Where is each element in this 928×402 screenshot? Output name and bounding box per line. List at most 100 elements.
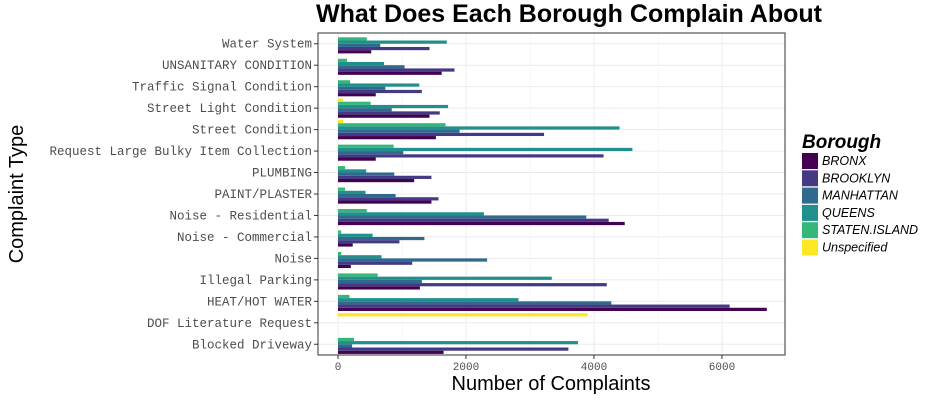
bar <box>338 43 381 47</box>
bar <box>338 341 578 345</box>
bar <box>338 337 354 342</box>
bar <box>338 243 353 247</box>
bar <box>338 347 569 351</box>
bar <box>338 136 436 140</box>
y-axis-title: Complaint Type <box>6 125 28 264</box>
category-label: DOF Literature Request <box>147 317 312 331</box>
category-label: Request Large Bulky Item Collection <box>49 145 312 159</box>
category-label: Traffic Signal Condition <box>132 81 312 95</box>
bar <box>338 144 394 148</box>
legend-swatch <box>802 204 818 221</box>
bar <box>338 89 422 94</box>
category-label: Noise - Commercial <box>177 231 312 245</box>
category-labels: Blocked Driveway DOF Literature Request HE… <box>49 38 318 352</box>
bar <box>338 194 396 198</box>
bar <box>338 294 350 299</box>
bar <box>338 276 552 280</box>
bar <box>338 236 425 241</box>
category-label: Noise - Residential <box>169 209 312 223</box>
legend-label: BROOKLYN <box>822 171 891 185</box>
bar <box>338 50 372 54</box>
legend-label: QUEENS <box>822 206 875 220</box>
category-label: PLUMBING <box>252 167 312 181</box>
bar <box>338 147 633 152</box>
bar <box>338 157 376 161</box>
bar <box>338 129 460 133</box>
bar <box>338 126 620 130</box>
x-tick-label: 6000 <box>709 362 735 374</box>
bar <box>338 251 342 256</box>
bar <box>338 93 376 97</box>
category-label: PAINT/PLASTER <box>214 188 312 202</box>
bar <box>338 209 367 213</box>
category-label: UNSANITARY CONDITION <box>162 59 312 73</box>
legend-swatch <box>802 222 818 239</box>
bar <box>338 279 422 284</box>
bar <box>338 212 484 216</box>
bar <box>338 169 367 173</box>
legend-label: STATEN.ISLAND <box>822 223 918 237</box>
bar <box>338 187 346 191</box>
bar <box>338 304 730 308</box>
chart-title: What Does Each Borough Complain About <box>316 0 823 28</box>
legend-title: Borough <box>802 132 881 153</box>
bar <box>338 255 382 259</box>
x-tick-label: 0 <box>335 362 342 374</box>
bars <box>338 37 767 354</box>
bar <box>338 307 767 311</box>
bar <box>338 313 588 317</box>
bar <box>338 58 347 62</box>
bar <box>338 286 420 290</box>
bar <box>338 111 440 115</box>
bar <box>338 273 378 277</box>
legend-label: MANHATTAN <box>822 189 899 203</box>
bar <box>338 258 488 262</box>
x-tick-labels: 0 2000 4000 6000 <box>335 355 735 374</box>
legend: Borough BRONX BROOKLYN MANHATTAN QUEENS STAT… <box>802 132 918 256</box>
category-label: HEAT/HOT WATER <box>207 295 313 309</box>
bar <box>338 197 439 201</box>
bar <box>338 151 404 155</box>
bar <box>338 68 455 72</box>
bar <box>338 261 413 265</box>
bar <box>338 218 609 222</box>
category-label: Water System <box>222 38 312 52</box>
bar <box>338 65 405 69</box>
bar <box>338 190 366 194</box>
bar <box>338 108 392 112</box>
bar <box>338 264 351 269</box>
category-label: Noise <box>274 252 312 266</box>
bar <box>338 172 395 176</box>
bar <box>338 230 342 234</box>
legend-swatch <box>802 239 818 256</box>
bar <box>338 154 604 158</box>
bar <box>338 40 447 44</box>
x-tick-label: 4000 <box>581 362 607 374</box>
bar <box>338 83 420 87</box>
bar <box>338 221 625 226</box>
legend-swatch <box>802 187 818 204</box>
bar <box>338 46 430 51</box>
bar <box>338 114 430 118</box>
bar <box>338 86 386 90</box>
x-axis-title: Number of Complaints <box>452 373 651 395</box>
category-label: Street Condition <box>192 124 312 138</box>
bar <box>338 98 344 102</box>
bar <box>338 298 519 302</box>
bar <box>338 80 351 84</box>
legend-swatch <box>802 170 818 187</box>
bar <box>338 233 373 237</box>
category-label: Blocked Driveway <box>192 338 313 352</box>
bar <box>338 350 444 354</box>
legend-swatch <box>802 153 818 169</box>
bar <box>338 101 371 105</box>
bar <box>338 37 367 41</box>
bar <box>338 301 612 305</box>
bar <box>338 175 432 179</box>
bar <box>338 344 353 348</box>
bar <box>338 71 442 75</box>
bar <box>338 123 446 127</box>
bar <box>338 119 344 124</box>
legend-label: BRONX <box>822 154 867 168</box>
